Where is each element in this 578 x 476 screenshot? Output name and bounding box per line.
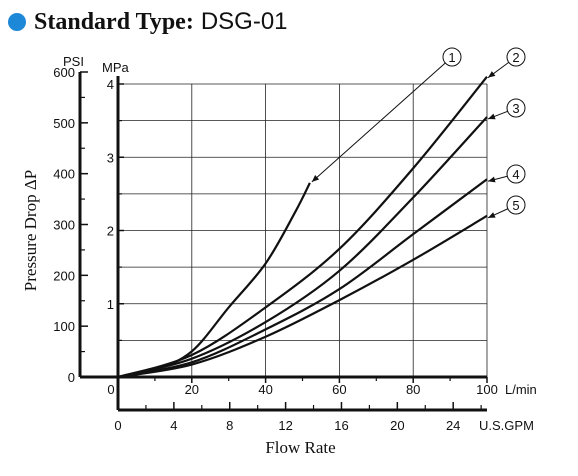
- y-unit-psi: PSI: [63, 54, 84, 69]
- series-line-2: [117, 75, 488, 379]
- x-tick-label-gpm-12: 12: [278, 418, 292, 433]
- callout-2: 2: [487, 47, 526, 79]
- callout-leader-1: [311, 62, 446, 183]
- series-line-3: [117, 116, 488, 379]
- y-tick-label-psi-200: 200: [53, 268, 75, 283]
- callout-arrow-2: [488, 71, 496, 78]
- y-tick-label-psi-500: 500: [53, 116, 75, 131]
- callout-arrow-4: [488, 176, 496, 183]
- x-unit-gpm: U.S.GPM: [479, 418, 534, 433]
- bullet-icon: [8, 13, 26, 31]
- callout-arrow-1: [311, 174, 320, 182]
- grid: [118, 83, 488, 377]
- y-tick-label-psi-0: 0: [68, 370, 75, 385]
- x-tick-label-gpm-20: 20: [390, 418, 404, 433]
- series-label-5: 5: [512, 198, 519, 213]
- x-tick-label-lmin-60: 60: [332, 382, 346, 397]
- chart-title: Standard Type:: [34, 8, 194, 35]
- y-tick-label-mpa-3: 3: [107, 150, 114, 165]
- series-label-2: 2: [512, 50, 519, 65]
- callout-3: 3: [487, 98, 526, 120]
- y-tick-label-mpa-4: 4: [107, 77, 114, 92]
- series-label-4: 4: [512, 167, 519, 182]
- x-tick-label-lmin-0: 0: [107, 382, 114, 397]
- x-tick-label-gpm-8: 8: [226, 418, 233, 433]
- callout-circle-1: [442, 47, 462, 67]
- y-tick-label-psi-100: 100: [53, 319, 75, 334]
- callout-5: 5: [487, 195, 526, 219]
- callout-arrow-3: [488, 113, 496, 120]
- x-tick-label-lmin-40: 40: [258, 382, 272, 397]
- callout-circle-5: [506, 195, 526, 215]
- model-name: DSG-01: [200, 8, 288, 35]
- callout-1: 1: [311, 47, 462, 183]
- x-tick-label-lmin-20: 20: [185, 382, 199, 397]
- series-label-1: 1: [448, 50, 455, 65]
- callout-circle-2: [506, 47, 526, 67]
- callout-arrow-5: [488, 212, 496, 218]
- callout-circle-4: [506, 164, 526, 184]
- x-tick-label-lmin-100: 100: [476, 382, 498, 397]
- y-axis-title: Pressure Drop ΔP: [21, 170, 40, 291]
- series-line-1: [117, 182, 311, 379]
- y-tick-label-psi-400: 400: [53, 167, 75, 182]
- y-tick-label-mpa-2: 2: [107, 224, 114, 239]
- series-label-3: 3: [512, 101, 519, 116]
- x-unit-lmin: L/min: [505, 382, 537, 397]
- x-tick-label-gpm-16: 16: [334, 418, 348, 433]
- y-unit-mpa: MPa: [102, 60, 130, 75]
- callout-4: 4: [487, 164, 526, 184]
- x-tick-label-lmin-80: 80: [406, 382, 420, 397]
- x-tick-label-gpm-0: 0: [114, 418, 121, 433]
- chart-header: Standard Type: DSG-01: [8, 4, 288, 40]
- y-tick-label-psi-600: 600: [53, 65, 75, 80]
- x-tick-label-gpm-24: 24: [446, 418, 460, 433]
- x-axis-title: Flow Rate: [265, 438, 335, 457]
- series-line-5: [117, 214, 488, 379]
- y-tick-label-mpa-1: 1: [107, 297, 114, 312]
- y-tick-label-psi-300: 300: [53, 218, 75, 233]
- x-tick-label-gpm-4: 4: [170, 418, 177, 433]
- callout-circle-3: [506, 98, 526, 118]
- series-line-4: [117, 178, 488, 379]
